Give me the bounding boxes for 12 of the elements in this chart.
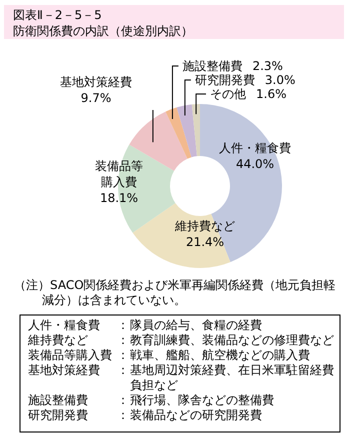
data-label: 9.7%	[80, 91, 112, 105]
subtitle: 防衛関係費の内訳（使途別内訳）	[13, 24, 193, 38]
title: 図表Ⅱ－2－5－5	[13, 8, 102, 22]
data-label: 1.6%	[256, 87, 286, 101]
table: 人件・糧食費：隊員の給与、食糧の経費 維持費など：教育訓練費、装備品などの修理費など 装備品等購入費：戦車、艦船、航空機などの購入費 基地対策経費：基地周辺対策経費、在日米軍駐留経費負担など 施設整備費：飛行場、隊舎などの整備費 研究開発費：装備品などの研究開発費	[20, 314, 340, 432]
slice-label: 施設整備費	[182, 59, 242, 73]
slice-label: 基地対策経費	[60, 75, 132, 89]
data-label: 2.3%	[252, 59, 283, 73]
note: （注）SACO関係経費および米軍再編関係経費（地元負担軽減分）は含まれていない。	[14, 278, 336, 307]
data-label: 3.0%	[264, 73, 296, 87]
slice-label: その他	[210, 87, 246, 101]
slice-label: 研究開発費	[194, 73, 255, 87]
